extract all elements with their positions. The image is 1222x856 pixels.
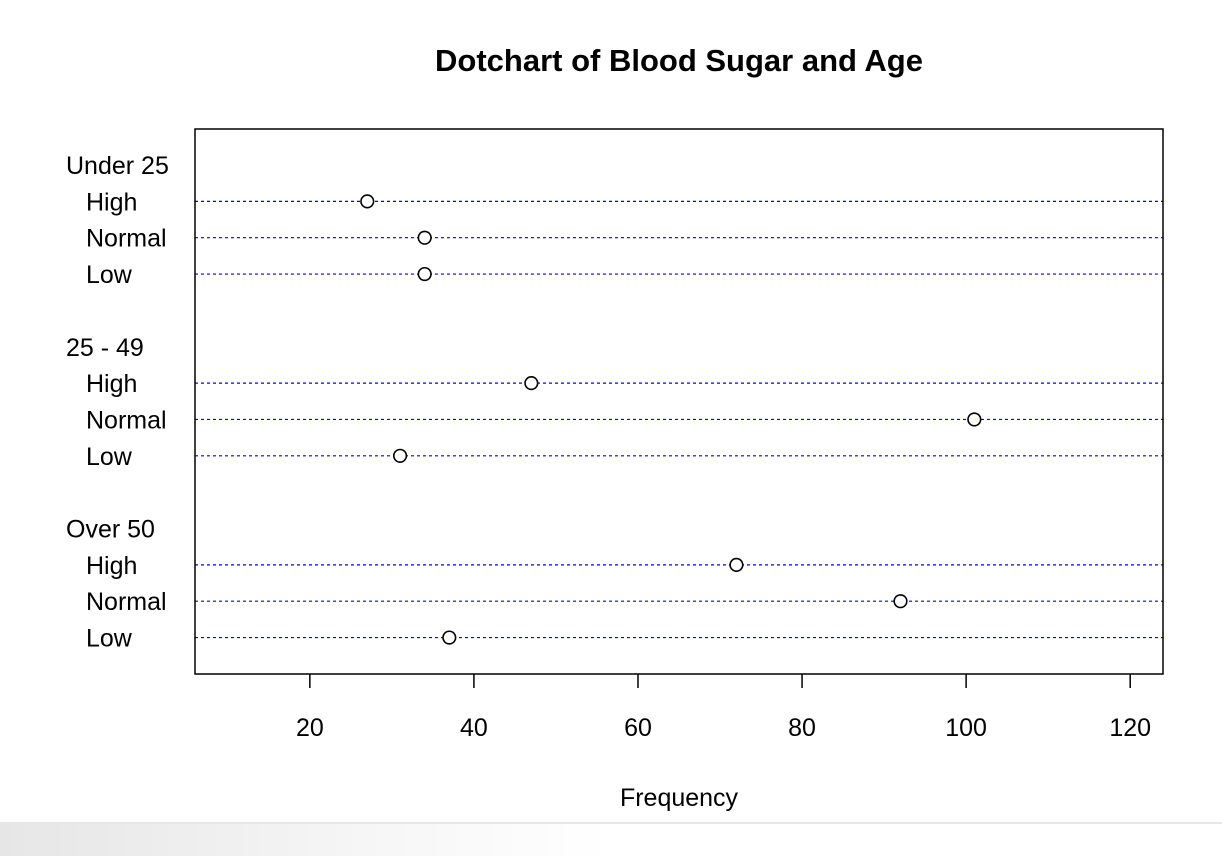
data-points xyxy=(360,194,982,645)
x-tick-label: 120 xyxy=(1109,714,1151,742)
group-label: 25 - 49 xyxy=(66,334,144,362)
item-label: High xyxy=(86,188,137,216)
x-axis-label: Frequency xyxy=(620,784,739,812)
window-bottom-edge xyxy=(0,822,1222,824)
data-point xyxy=(417,266,432,282)
x-axis: 20 40 60 80 100 120 xyxy=(296,674,1151,742)
data-point xyxy=(392,448,408,463)
window-bottom-shade xyxy=(0,822,1222,856)
x-tick-label: 60 xyxy=(624,714,652,742)
data-point xyxy=(417,230,432,245)
group-label: Over 50 xyxy=(66,516,155,544)
item-label: Low xyxy=(86,261,133,289)
item-label: Low xyxy=(86,443,133,471)
x-tick-label: 80 xyxy=(788,714,816,742)
data-point xyxy=(360,194,375,209)
group-label: Under 25 xyxy=(66,152,169,180)
plot-frame xyxy=(194,128,1164,675)
item-label: High xyxy=(86,552,137,580)
data-point xyxy=(729,557,744,572)
data-point xyxy=(893,594,908,609)
x-tick-label: 100 xyxy=(945,714,987,742)
item-label: High xyxy=(86,370,137,398)
item-label: Normal xyxy=(86,406,167,434)
x-tick-label: 20 xyxy=(296,714,324,742)
chart-title: Dotchart of Blood Sugar and Age xyxy=(435,43,923,78)
data-point xyxy=(442,630,457,645)
data-point xyxy=(524,376,539,391)
x-tick-label: 40 xyxy=(460,714,488,742)
item-label: Normal xyxy=(86,225,167,253)
item-label: Normal xyxy=(86,588,167,616)
guide-lines xyxy=(195,200,1163,639)
y-labels: Under 25 High Normal Low 25 - 49 High Normal Lo… xyxy=(66,152,169,653)
data-point xyxy=(967,412,982,427)
item-label: Low xyxy=(86,625,133,653)
